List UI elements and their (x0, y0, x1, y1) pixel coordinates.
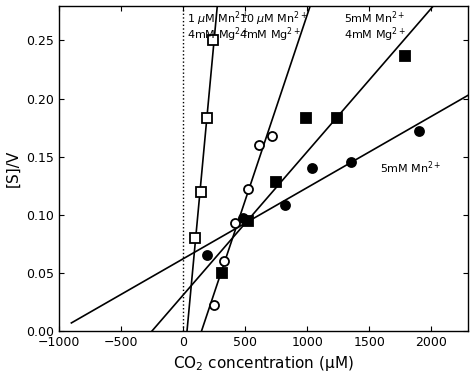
Y-axis label: [S]/V: [S]/V (6, 150, 20, 187)
X-axis label: CO$_2$ concentration (μM): CO$_2$ concentration (μM) (173, 354, 354, 373)
Text: 5mM Mn$^{2+}$: 5mM Mn$^{2+}$ (380, 159, 442, 175)
Text: 4mM Mg$^{2+}$: 4mM Mg$^{2+}$ (345, 25, 406, 44)
Text: 10 $\mu$M Mn$^{2+}$: 10 $\mu$M Mn$^{2+}$ (239, 9, 308, 28)
Text: 1 $\mu$M Mn$^{2+}$: 1 $\mu$M Mn$^{2+}$ (187, 9, 248, 28)
Text: 5mM Mn$^{2+}$: 5mM Mn$^{2+}$ (345, 9, 406, 26)
Text: 4mM Mg$^{2+}$: 4mM Mg$^{2+}$ (239, 25, 301, 44)
Text: 4mM Mg$^{2+}$: 4mM Mg$^{2+}$ (187, 25, 249, 44)
